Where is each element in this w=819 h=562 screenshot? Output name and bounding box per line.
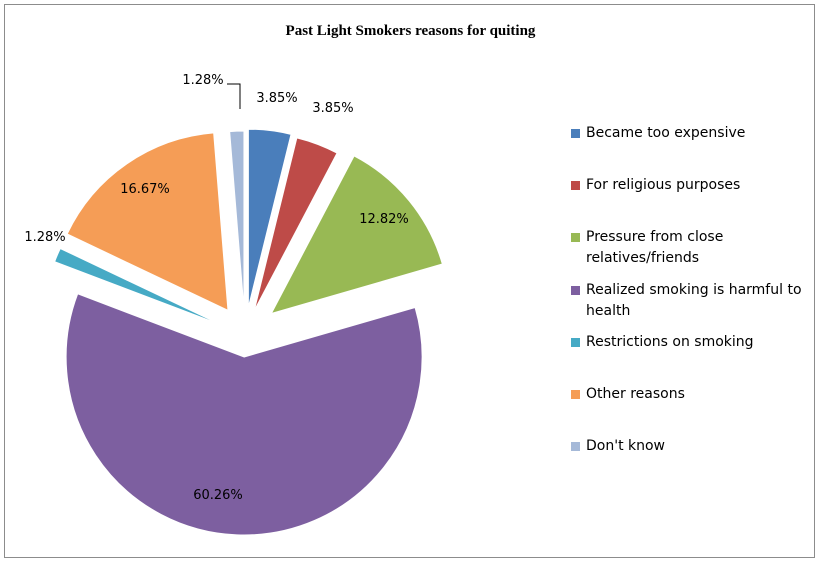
chart-title: Past Light Smokers reasons for quiting	[285, 23, 536, 39]
legend-label: Became too expensive	[586, 125, 746, 141]
legend-item-4: Realized smoking is harmful to health	[571, 280, 811, 322]
chart-frame: Past Light Smokers reasons for quiting 3…	[4, 4, 815, 558]
legend-swatch	[571, 286, 580, 295]
legend-swatch	[571, 442, 580, 451]
pie-slice-7	[229, 130, 245, 310]
legend-item-6: Other reasons	[571, 384, 811, 405]
pie-slice-3	[270, 155, 443, 315]
slice-label-3: 12.82%	[359, 212, 409, 227]
slice-label-5: 1.28%	[24, 230, 65, 245]
legend-label: Pressure from close relatives/friends	[586, 229, 724, 266]
legend-swatch	[571, 181, 580, 190]
legend-label: Restrictions on smoking	[586, 334, 754, 350]
slice-label-6: 16.67%	[120, 182, 170, 197]
legend-swatch	[571, 338, 580, 347]
legend-item-5: Restrictions on smoking	[571, 332, 811, 353]
legend-item-1: Became too expensive	[571, 123, 811, 144]
pie-slice-4	[65, 293, 423, 536]
legend-label: Realized smoking is harmful to health	[586, 282, 802, 319]
legend-item-7: Don't know	[571, 436, 811, 457]
legend-item-3: Pressure from close relatives/friends	[571, 227, 811, 269]
pie-slice-1	[247, 128, 292, 308]
slice-label-1: 3.85%	[256, 91, 297, 106]
pie-slice-5	[54, 247, 222, 326]
slice-label-2: 3.85%	[312, 101, 353, 116]
pie-slice-6	[66, 132, 229, 312]
pie-slice-2	[253, 137, 338, 311]
legend-label: Don't know	[586, 438, 666, 454]
legend-label: Other reasons	[586, 386, 685, 402]
slice-label-4: 60.26%	[193, 488, 243, 503]
legend-swatch	[571, 390, 580, 399]
slice-label-7: 1.28%	[182, 73, 223, 88]
legend-swatch	[571, 233, 580, 242]
legend-label: For religious purposes	[586, 177, 741, 193]
legend-swatch	[571, 129, 580, 138]
legend-item-2: For religious purposes	[571, 175, 811, 196]
leader-line	[227, 83, 241, 109]
pie-chart: 3.85% 3.85% 12.82% 60.26% 1.28% 16.67% 1.28%	[24, 73, 443, 536]
